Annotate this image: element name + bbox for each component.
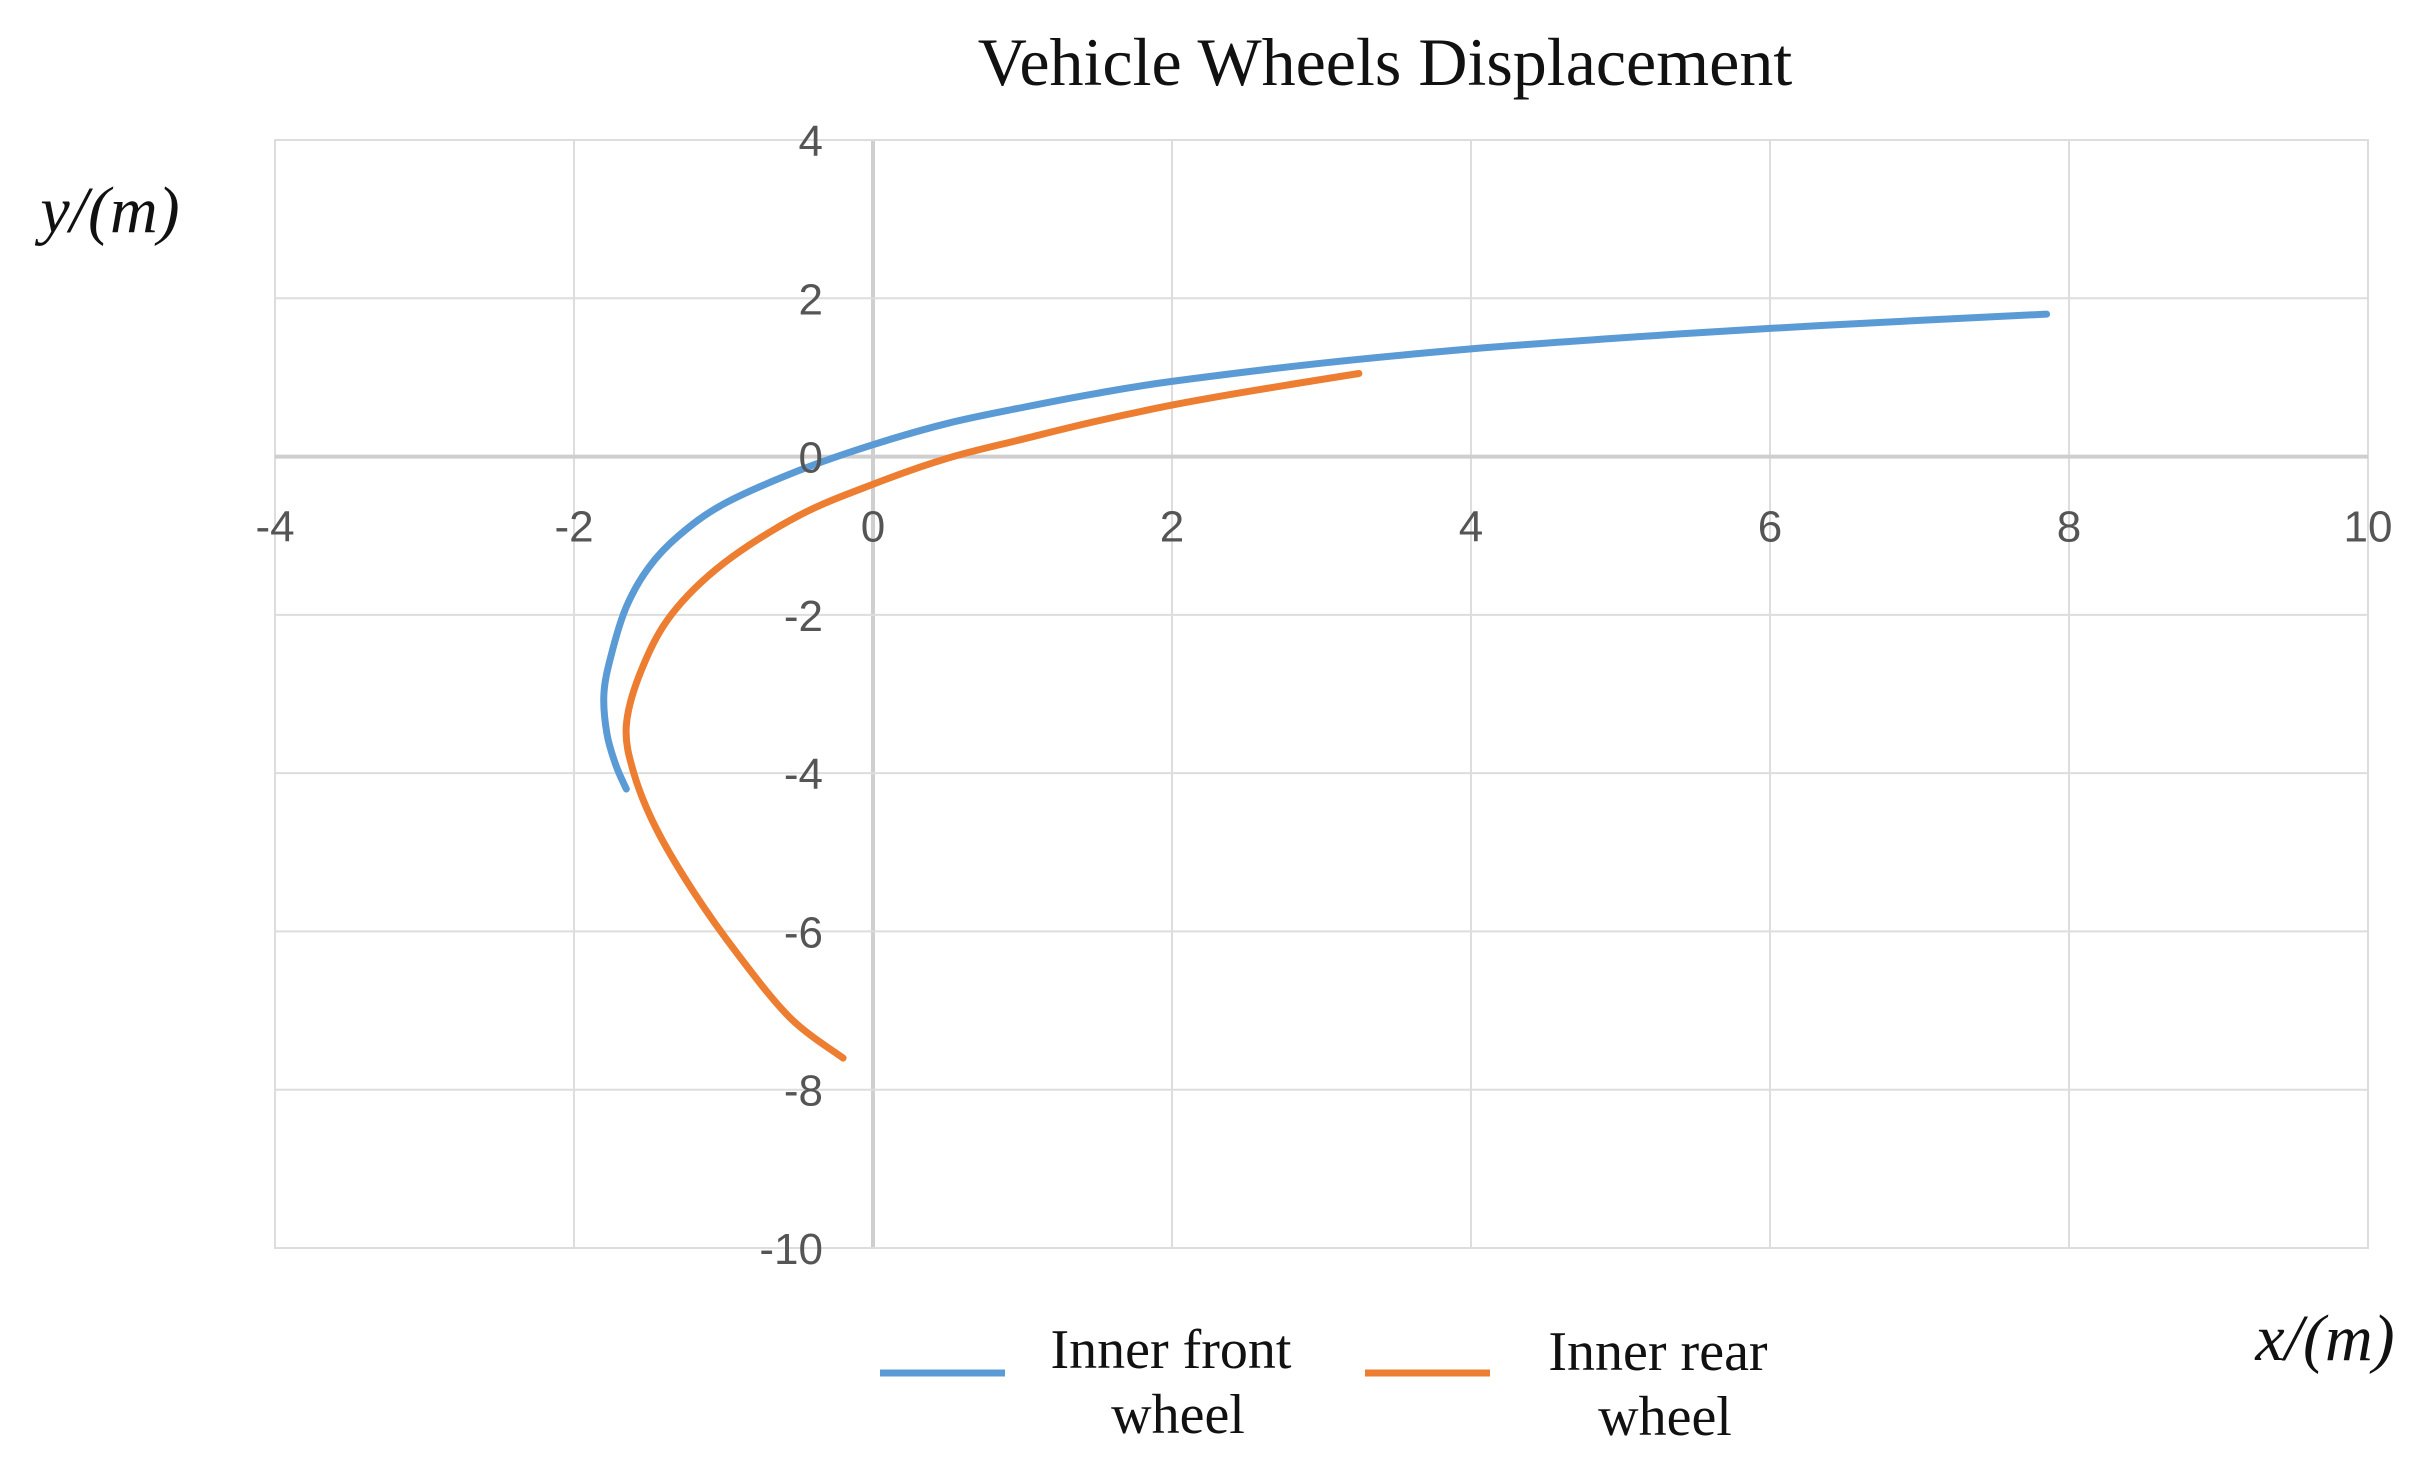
x-tick-label: 0 <box>861 503 885 552</box>
y-tick-label: 2 <box>799 275 823 324</box>
x-tick-label: 4 <box>1459 503 1483 552</box>
y-tick-label: -6 <box>784 908 823 957</box>
x-tick-label: 8 <box>2057 503 2081 552</box>
series-line-inner-rear-wheel <box>622 370 1363 1062</box>
chart-title: Vehicle Wheels Displacement <box>978 24 1793 100</box>
plot-frame <box>274 139 2369 1249</box>
tick-layer: -4 -2 0 2 4 6 8 10 4 2 0 -2 -4 -6 -8 -10 <box>255 117 2392 1274</box>
legend-label-front-line1: Inner front <box>1050 1319 1291 1381</box>
y-tick-label: -10 <box>759 1225 823 1274</box>
x-tick-label: 6 <box>1758 503 1782 552</box>
legend-label-front-line2: wheel <box>1111 1384 1245 1446</box>
y-tick-label: 0 <box>799 434 823 483</box>
legend-label-rear: Inner rear wheel <box>1548 1321 1781 1448</box>
x-tick-label: 10 <box>2344 503 2393 552</box>
series-layer <box>600 310 2051 1062</box>
y-tick-label: 4 <box>799 117 823 166</box>
legend-item-front: Inner front wheel <box>880 1319 1305 1446</box>
legend-label-rear-line2: wheel <box>1598 1386 1732 1448</box>
y-tick-label: -2 <box>784 592 823 641</box>
legend-label-rear-line1: Inner rear <box>1548 1321 1768 1383</box>
series-line-inner-front-wheel <box>600 310 2051 793</box>
x-tick-label: -2 <box>554 503 593 552</box>
x-tick-label: 2 <box>1160 503 1184 552</box>
y-tick-label: -8 <box>784 1067 823 1116</box>
legend: Inner front wheel Inner rear wheel <box>880 1319 1781 1448</box>
grid-layer <box>274 139 2369 1249</box>
x-axis-label: x/(m) <box>2254 1302 2394 1375</box>
x-tick-label: -4 <box>255 503 294 552</box>
y-axis-label: y/(m) <box>34 174 179 247</box>
legend-item-rear: Inner rear wheel <box>1365 1321 1781 1448</box>
legend-label-front: Inner front wheel <box>1050 1319 1305 1446</box>
y-tick-label: -4 <box>784 750 823 799</box>
